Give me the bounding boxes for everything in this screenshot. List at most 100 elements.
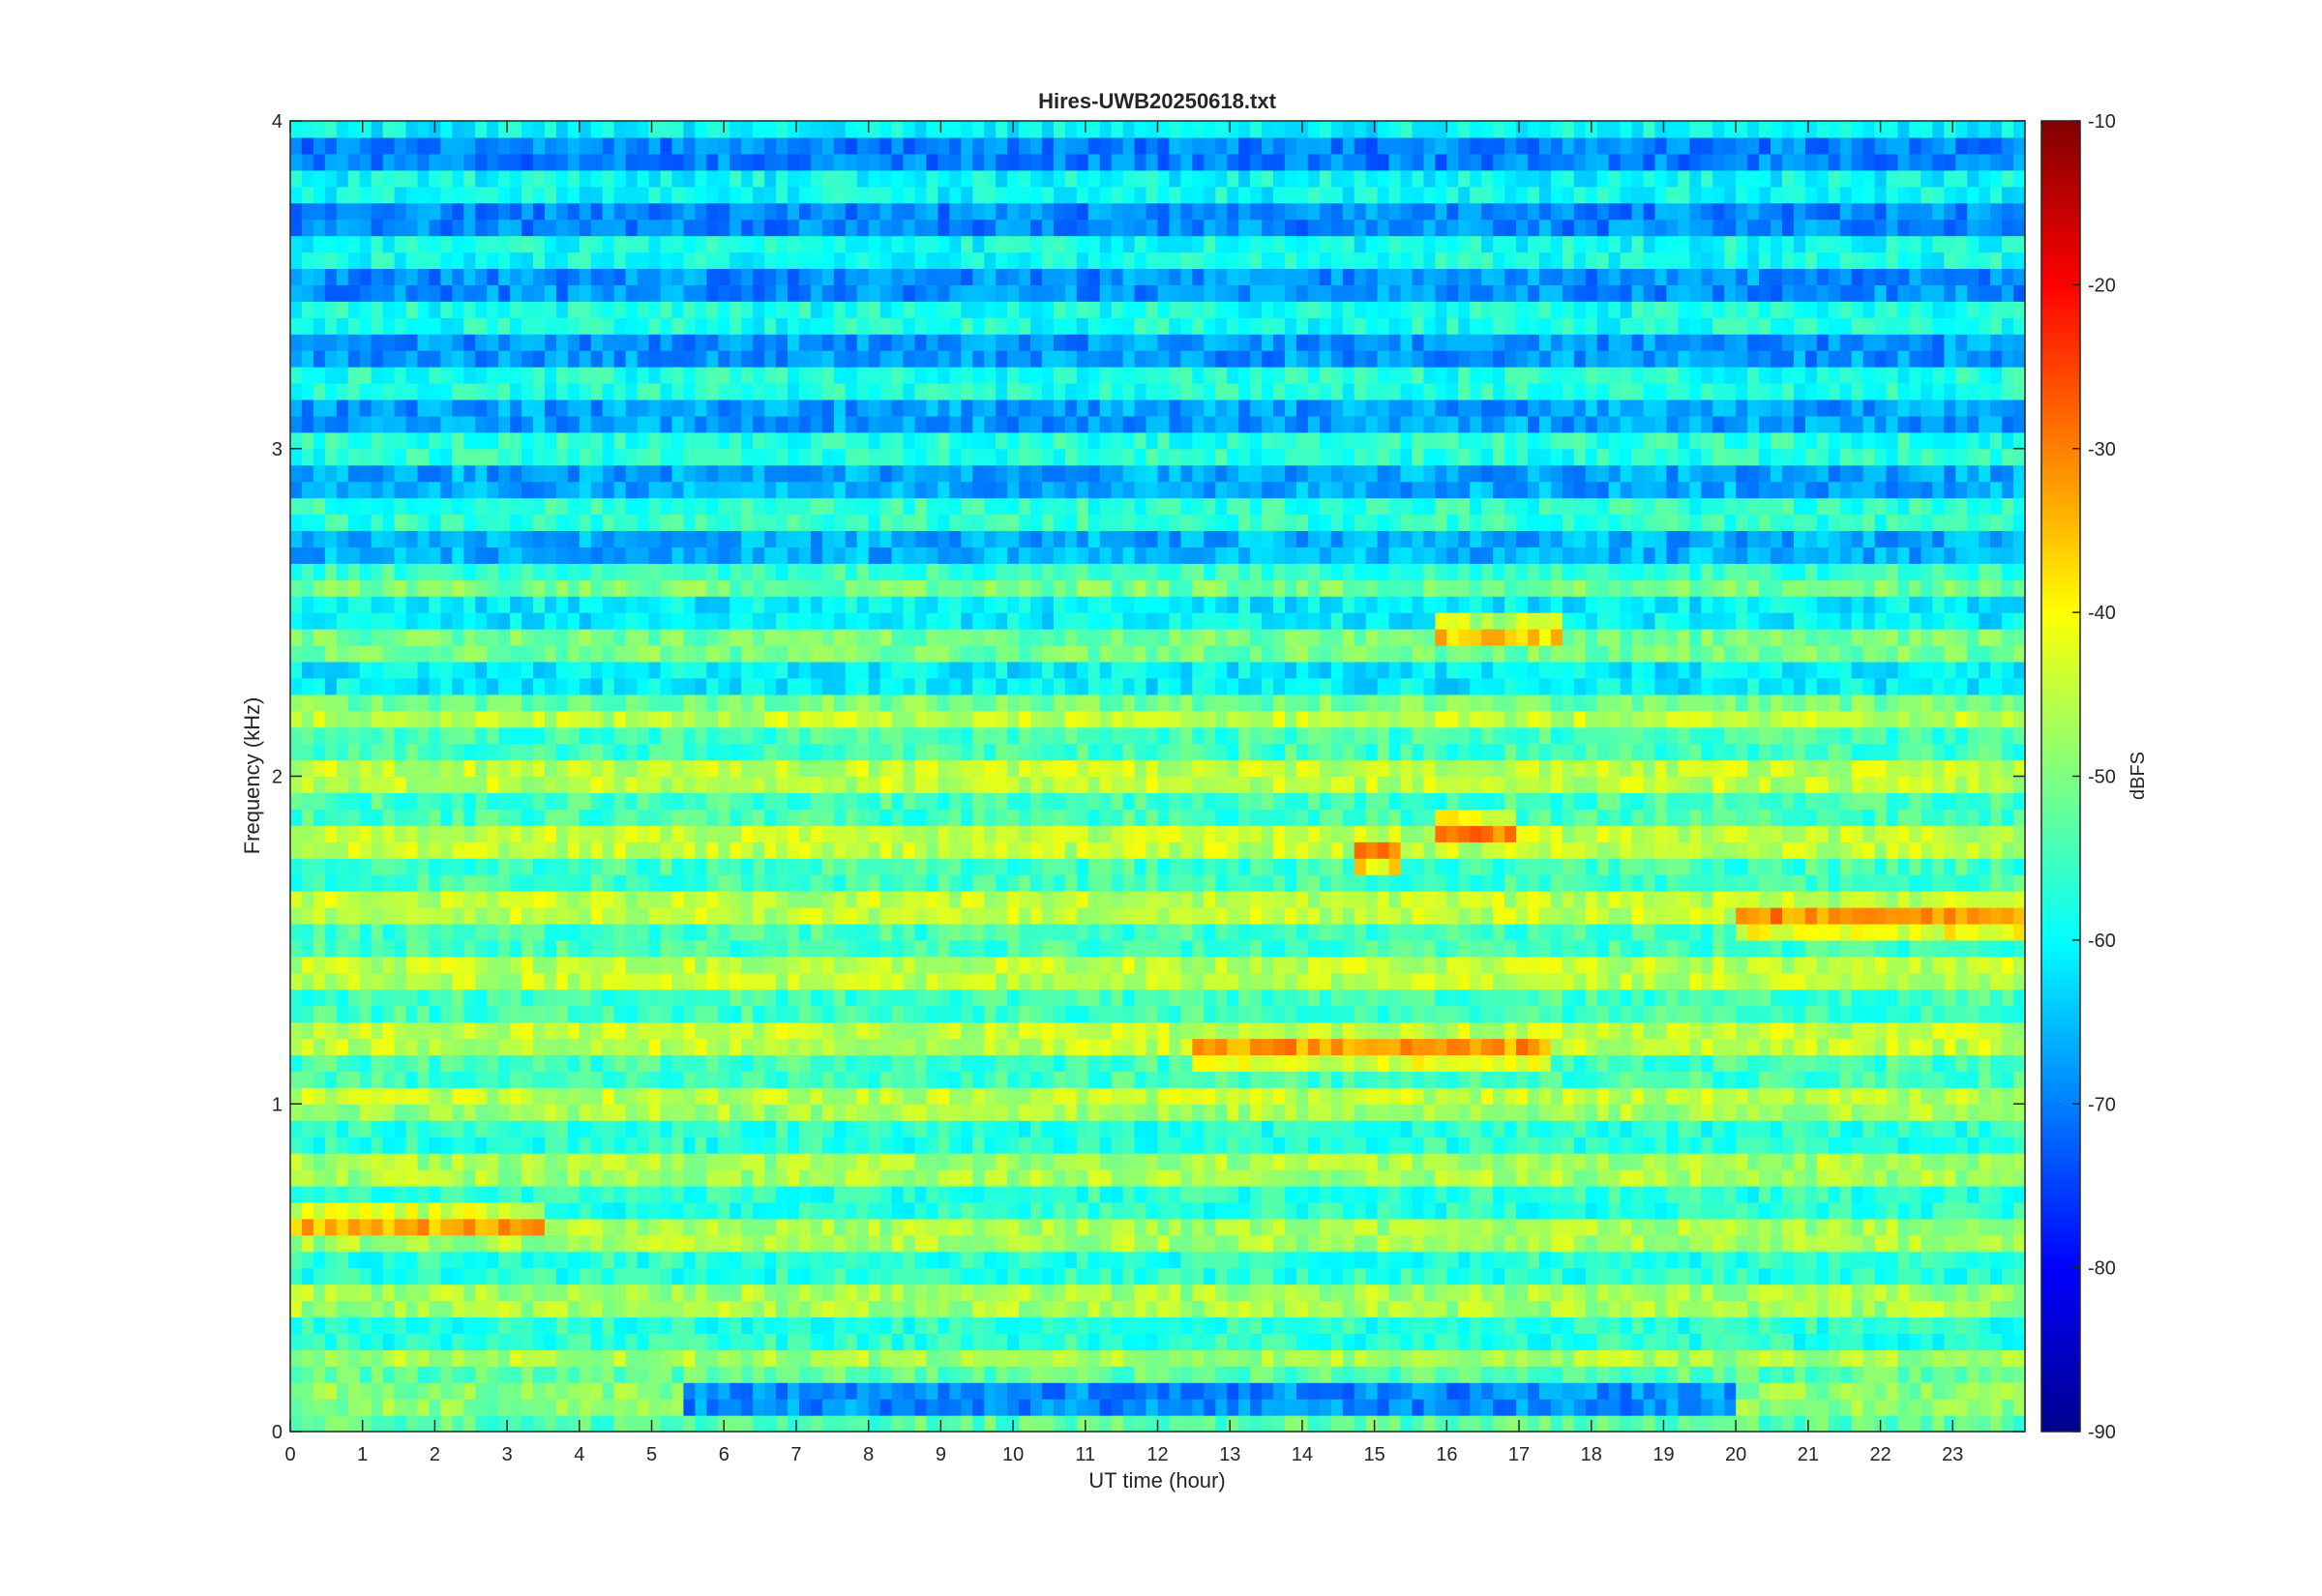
heatmap-cell bbox=[1990, 1251, 2003, 1269]
heatmap-cell bbox=[324, 989, 338, 1007]
heatmap-cell bbox=[1458, 923, 1471, 941]
heatmap-cell bbox=[1712, 1234, 1725, 1253]
heatmap-cell bbox=[371, 1137, 384, 1154]
heatmap-cell bbox=[1030, 1169, 1043, 1187]
heatmap-cell bbox=[1227, 939, 1239, 958]
heatmap-cell bbox=[2002, 1399, 2014, 1416]
heatmap-cell bbox=[324, 874, 338, 892]
heatmap-cell bbox=[1944, 1120, 1956, 1138]
heatmap-cell bbox=[590, 1137, 604, 1154]
heatmap-cell bbox=[2013, 1153, 2025, 1170]
heatmap-cell bbox=[1169, 1267, 1181, 1286]
heatmap-cell bbox=[787, 1251, 800, 1269]
heatmap-cell bbox=[1585, 1267, 1598, 1286]
heatmap-cell bbox=[347, 1005, 361, 1023]
heatmap-cell bbox=[1828, 1137, 1841, 1154]
heatmap-cell bbox=[1538, 1021, 1552, 1040]
heatmap-cell bbox=[938, 1005, 950, 1023]
heatmap-cell bbox=[1134, 1415, 1147, 1432]
heatmap-cell bbox=[683, 1316, 696, 1334]
heatmap-cell bbox=[1053, 891, 1066, 908]
heatmap-cell bbox=[590, 1251, 604, 1269]
heatmap-cell bbox=[1851, 1071, 1864, 1088]
heatmap-cell bbox=[776, 1201, 789, 1220]
heatmap-cell bbox=[1007, 1316, 1020, 1334]
heatmap-cell bbox=[1920, 891, 1933, 908]
heatmap-cell bbox=[463, 1300, 476, 1318]
heatmap-cell bbox=[625, 1316, 639, 1334]
heatmap-cell bbox=[1295, 1201, 1309, 1220]
heatmap-cell bbox=[984, 1201, 997, 1220]
heatmap-cell bbox=[1654, 1333, 1668, 1350]
heatmap-cell bbox=[718, 1169, 730, 1187]
heatmap-cell bbox=[856, 1005, 870, 1023]
heatmap-cell bbox=[498, 1071, 511, 1088]
heatmap-cell bbox=[1365, 1349, 1379, 1367]
heatmap-cell bbox=[868, 907, 881, 925]
heatmap-cell bbox=[1504, 1218, 1517, 1236]
heatmap-cell bbox=[463, 1251, 476, 1269]
heatmap-cell bbox=[1701, 972, 1713, 990]
heatmap-cell bbox=[602, 1218, 615, 1236]
heatmap-cell bbox=[1759, 1366, 1771, 1383]
heatmap-cell bbox=[972, 907, 985, 925]
heatmap-cell bbox=[336, 1267, 349, 1286]
heatmap-cell bbox=[567, 923, 580, 941]
heatmap-cell bbox=[498, 1333, 511, 1350]
heatmap-cell bbox=[487, 1333, 499, 1350]
heatmap-cell bbox=[1944, 1284, 1956, 1302]
heatmap-cell bbox=[671, 1234, 685, 1253]
heatmap-cell bbox=[1111, 1185, 1124, 1203]
heatmap-cell bbox=[347, 1054, 361, 1072]
heatmap-cell bbox=[1701, 1300, 1713, 1318]
heatmap-cell bbox=[1504, 1104, 1517, 1121]
heatmap-cell bbox=[1030, 989, 1043, 1007]
heatmap-cell bbox=[764, 1251, 777, 1269]
heatmap-cell bbox=[1354, 1316, 1367, 1334]
heatmap-cell bbox=[487, 907, 499, 925]
heatmap-cell bbox=[510, 1021, 522, 1040]
heatmap-cell bbox=[1701, 956, 1713, 974]
heatmap-cell bbox=[1504, 1021, 1517, 1040]
heatmap-cell bbox=[787, 1415, 800, 1432]
heatmap-cell bbox=[972, 1169, 985, 1187]
heatmap-cell bbox=[510, 956, 522, 974]
heatmap-cell bbox=[1493, 1218, 1505, 1236]
heatmap-cell bbox=[1076, 1366, 1089, 1383]
heatmap-cell bbox=[1446, 989, 1459, 1007]
heatmap-cell bbox=[1250, 1316, 1263, 1334]
heatmap-cell bbox=[1470, 1333, 1482, 1350]
heatmap-cell bbox=[1920, 1104, 1933, 1121]
heatmap-cell bbox=[1076, 989, 1089, 1007]
heatmap-cell bbox=[1701, 1201, 1713, 1220]
heatmap-cell bbox=[1920, 1316, 1933, 1334]
heatmap-cell bbox=[1354, 1251, 1367, 1269]
heatmap-cell bbox=[1620, 972, 1633, 990]
heatmap-cell bbox=[1804, 1005, 1818, 1023]
heatmap-cell bbox=[533, 1366, 546, 1383]
heatmap-cell bbox=[903, 1153, 916, 1170]
heatmap-cell bbox=[810, 1104, 823, 1121]
heatmap-cell bbox=[1620, 1201, 1633, 1220]
heatmap-cell bbox=[1712, 1251, 1725, 1269]
heatmap-cell bbox=[1504, 1087, 1517, 1105]
heatmap-cell bbox=[648, 956, 662, 974]
heatmap-cell bbox=[1169, 1201, 1181, 1220]
heatmap-cell bbox=[452, 1137, 464, 1154]
heatmap-cell bbox=[1712, 1349, 1725, 1367]
heatmap-cell bbox=[1458, 1201, 1471, 1220]
heatmap-cell bbox=[1134, 1316, 1147, 1334]
heatmap-cell bbox=[1920, 1087, 1933, 1105]
heatmap-cell bbox=[371, 1054, 384, 1072]
heatmap-cell bbox=[1087, 891, 1101, 908]
heatmap-cell bbox=[1666, 1054, 1679, 1072]
heatmap-cell bbox=[753, 907, 765, 925]
heatmap-cell bbox=[1596, 1267, 1610, 1286]
heatmap-cell bbox=[1377, 891, 1390, 908]
heatmap-cell bbox=[544, 1021, 557, 1040]
heatmap-cell bbox=[1585, 1399, 1598, 1416]
heatmap-cell bbox=[938, 1349, 950, 1367]
heatmap-cell bbox=[821, 1284, 835, 1302]
heatmap-cell bbox=[729, 1153, 742, 1170]
heatmap-cell bbox=[1064, 1234, 1078, 1253]
